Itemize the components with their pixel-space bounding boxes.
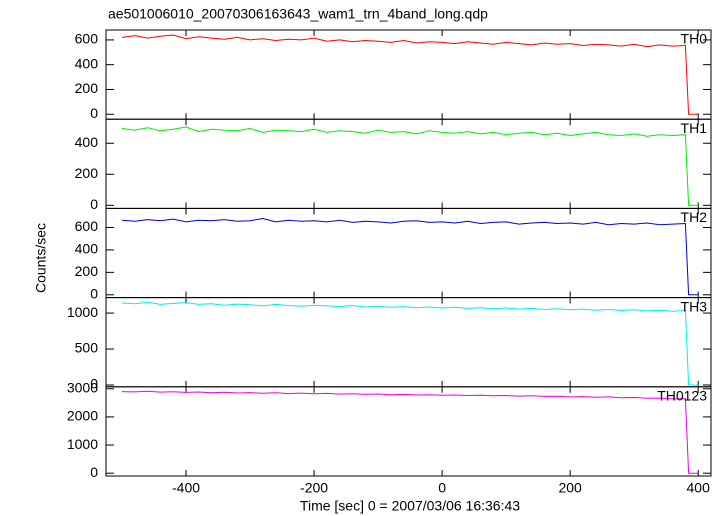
y-tick-label: 0 — [90, 376, 98, 392]
y-tick-label: 0 — [90, 464, 98, 480]
chart-title: ae501006010_20070306163643_wam1_trn_4ban… — [108, 6, 488, 22]
x-axis-label: Time [sec] 0 = 2007/03/06 16:36:43 — [300, 498, 520, 514]
x-tick-label: 0 — [438, 480, 446, 496]
x-tick-label: 400 — [687, 480, 711, 496]
y-tick-label: 0 — [90, 105, 98, 121]
y-tick-label: 0 — [90, 196, 98, 212]
y-tick-label: 500 — [75, 340, 99, 356]
panel-frame — [105, 297, 712, 388]
series-line — [121, 301, 699, 386]
y-tick-label: 600 — [75, 218, 99, 234]
y-tick-label: 3000 — [67, 379, 98, 395]
series-line — [121, 217, 699, 296]
y-tick-label: 1000 — [67, 436, 98, 452]
series-line — [121, 126, 699, 206]
y-tick-label: 200 — [75, 80, 99, 96]
panel-label: TH0 — [681, 31, 708, 47]
y-tick-label: 0 — [90, 285, 98, 301]
panel-frame — [105, 207, 712, 299]
series-line — [121, 34, 699, 115]
y-tick-label: 200 — [75, 263, 99, 279]
series-line — [121, 390, 699, 474]
panel-frame — [105, 386, 712, 477]
y-tick-label: 2000 — [67, 408, 98, 424]
panel-label: TH2 — [681, 209, 708, 225]
x-tick-label: 200 — [558, 480, 582, 496]
panel-label: TH0123 — [657, 388, 707, 404]
y-tick-label: 200 — [75, 165, 99, 181]
y-tick-label: 600 — [75, 31, 99, 47]
panel-label: TH3 — [681, 298, 708, 314]
panel-frame — [105, 29, 712, 120]
y-tick-label: 1000 — [67, 304, 98, 320]
y-tick-label: 400 — [75, 241, 99, 257]
y-axis-label: Counts/sec — [33, 223, 49, 293]
x-tick-label: -400 — [172, 480, 200, 496]
x-tick-label: -200 — [300, 480, 328, 496]
y-tick-label: 400 — [75, 55, 99, 71]
panel-label: TH1 — [681, 120, 708, 136]
y-tick-label: 400 — [75, 134, 99, 150]
